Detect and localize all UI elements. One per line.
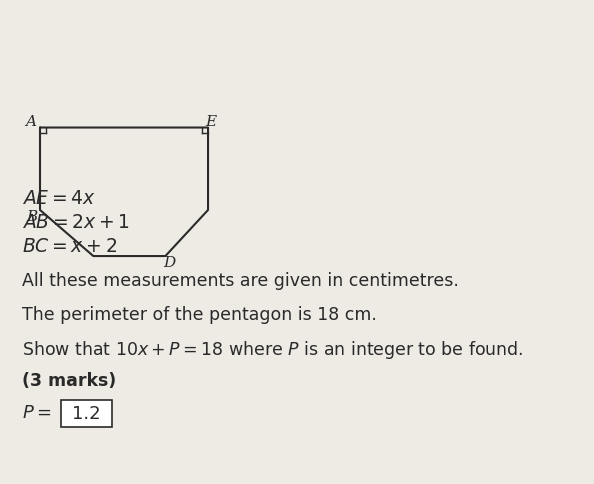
- Text: B: B: [26, 210, 37, 224]
- Text: All these measurements are given in centimetres.: All these measurements are given in cent…: [23, 272, 459, 290]
- Text: $BC = x+2$: $BC = x+2$: [23, 238, 118, 256]
- Text: D: D: [163, 256, 176, 269]
- Text: Show that $10x + P = 18$ where $P$ is an integer to be found.: Show that $10x + P = 18$ where $P$ is an…: [23, 338, 524, 361]
- Text: E: E: [205, 115, 216, 129]
- Text: $P = $: $P = $: [23, 403, 52, 422]
- Text: $AB = 2x+1$: $AB = 2x+1$: [23, 213, 130, 232]
- Text: $AE = 4x$: $AE = 4x$: [23, 189, 96, 208]
- Text: A: A: [26, 115, 36, 129]
- Text: (3 marks): (3 marks): [23, 371, 116, 389]
- FancyBboxPatch shape: [61, 400, 112, 427]
- Text: The perimeter of the pentagon is 18 cm.: The perimeter of the pentagon is 18 cm.: [23, 305, 377, 324]
- Text: 1.2: 1.2: [72, 405, 101, 423]
